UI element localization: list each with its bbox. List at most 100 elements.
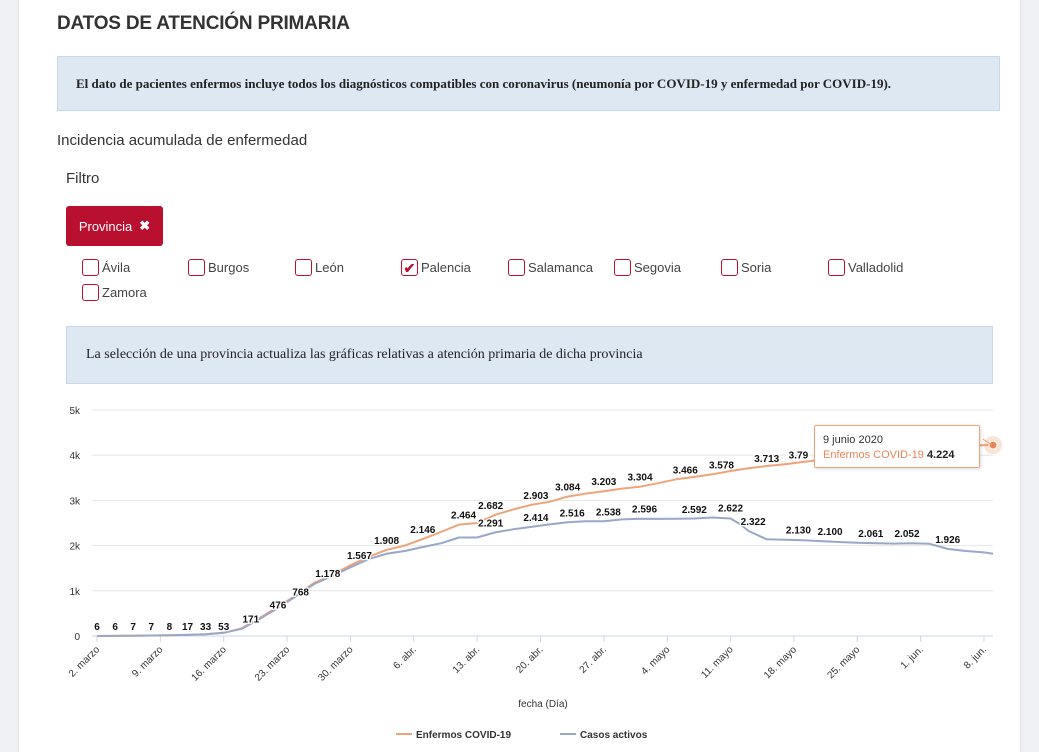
x-tick-label: 8. jun.: [962, 644, 989, 671]
data-label: 1.926: [935, 535, 960, 546]
x-tick-label: 6. abr.: [391, 644, 418, 671]
data-label: 2.414: [523, 513, 548, 524]
x-tick-label: 18. mayo: [762, 644, 799, 681]
close-icon[interactable]: ✖: [139, 218, 151, 233]
x-tick-label: 30. marzo: [316, 644, 356, 684]
x-axis-title: fecha (Día): [518, 699, 567, 710]
checkbox-segovia[interactable]: Segovia: [614, 259, 681, 276]
data-label: 2.052: [895, 529, 920, 540]
data-label: 3.578: [709, 460, 734, 471]
chart-tooltip: 9 junio 2020 Enfermos COVID-19 4.224: [814, 425, 980, 468]
tooltip-date: 9 junio 2020: [823, 434, 883, 446]
data-label: 2.464: [451, 511, 476, 522]
section-subtitle: Incidencia acumulada de enfermedad: [57, 132, 308, 149]
y-tick-label: 3k: [69, 496, 81, 507]
checkbox-valladolid[interactable]: Valladolid: [828, 259, 903, 276]
data-label: 2.100: [818, 527, 843, 538]
data-label: 3.084: [555, 483, 580, 494]
data-label: 2.516: [560, 508, 585, 519]
checkbox-palencia[interactable]: ✔ Palencia: [401, 259, 471, 276]
checkbox-box[interactable]: [82, 259, 99, 276]
checkmark-icon[interactable]: ✔: [401, 259, 418, 276]
legend-item[interactable]: Casos activos: [560, 730, 648, 741]
data-label: 2.592: [682, 505, 707, 516]
checkbox-box[interactable]: [721, 259, 738, 276]
info-note: El dato de pacientes enfermos incluye to…: [57, 56, 1000, 111]
checkbox-label: Valladolid: [848, 260, 904, 275]
data-label: 3.466: [673, 465, 698, 476]
x-tick-label: 23. marzo: [253, 644, 293, 684]
data-label: 3.304: [628, 473, 653, 484]
x-tick-label: 20. abr.: [514, 644, 545, 675]
data-label: 2.622: [718, 503, 743, 514]
checkbox-avila[interactable]: Ávila: [82, 259, 130, 276]
data-label: 2.291: [478, 518, 503, 529]
tooltip-value: 4.224: [926, 449, 955, 461]
data-label: 2.538: [596, 507, 621, 518]
province-filter-label: Provincia: [78, 218, 133, 234]
data-label: 53: [218, 622, 230, 633]
series-line-activos: [96, 516, 994, 637]
province-filter-button[interactable]: Provincia ✖: [66, 206, 163, 246]
data-label: 6: [112, 622, 118, 633]
checkbox-label: León: [315, 260, 344, 275]
data-label: 3.203: [591, 477, 616, 488]
x-tick-label: 4. mayo: [639, 644, 672, 677]
data-label: 1.908: [374, 536, 399, 547]
data-label: 768: [292, 587, 309, 598]
x-tick-label: 13. abr.: [451, 644, 482, 675]
data-label: 1.178: [315, 569, 340, 580]
x-tick-label: 16. marzo: [190, 644, 230, 684]
data-label: 7: [149, 622, 155, 633]
data-label: 3.713: [754, 454, 779, 465]
checkbox-box[interactable]: [295, 259, 312, 276]
checkbox-box[interactable]: [828, 259, 845, 276]
checkbox-burgos[interactable]: Burgos: [188, 259, 249, 276]
data-label: 1.567: [347, 551, 372, 562]
legend-label: Casos activos: [580, 730, 648, 741]
checkbox-soria[interactable]: Soria: [721, 259, 771, 276]
checkbox-leon[interactable]: León: [295, 259, 344, 276]
data-label: 7: [130, 622, 136, 633]
x-tick-label: 11. mayo: [699, 644, 736, 681]
x-tick-label: 9. marzo: [130, 644, 166, 680]
data-label: 8: [167, 622, 173, 633]
y-tick-label: 2k: [69, 542, 81, 553]
data-label: 476: [270, 600, 287, 611]
checkbox-box[interactable]: [82, 284, 99, 301]
checkbox-box[interactable]: [614, 259, 631, 276]
tooltip-pointer: [982, 438, 993, 446]
legend-item[interactable]: Enfermos COVID-19: [396, 730, 511, 741]
checkbox-box[interactable]: [188, 259, 205, 276]
tooltip-series: Enfermos COVID-19: [823, 449, 924, 461]
checkbox-label: Soria: [741, 260, 772, 275]
x-tick-label: 25. mayo: [825, 644, 862, 681]
checkbox-label: Palencia: [421, 260, 471, 275]
info-note-text: El dato de pacientes enfermos incluye to…: [76, 75, 892, 91]
y-tick-label: 4k: [69, 451, 81, 462]
filter-label: Filtro: [66, 170, 100, 187]
data-label: 2.903: [523, 491, 548, 502]
checkbox-label: Burgos: [208, 260, 250, 275]
data-label: 3.79: [789, 451, 809, 462]
data-label: 171: [243, 614, 260, 625]
y-tick-label: 5k: [69, 406, 81, 417]
checkbox-salamanca[interactable]: Salamanca: [508, 259, 593, 276]
checkbox-label: Salamanca: [528, 260, 594, 275]
hover-marker: [988, 440, 998, 450]
selection-note-text: La selección de una provincia actualiza …: [86, 347, 643, 362]
checkbox-label: Ávila: [102, 260, 131, 275]
data-label: 6: [94, 622, 100, 633]
data-label: 33: [200, 622, 212, 633]
y-tick-label: 0: [74, 632, 80, 643]
series-line-enfermos: [96, 444, 993, 637]
y-tick-label: 1k: [69, 587, 81, 598]
checkbox-box[interactable]: [508, 259, 525, 276]
data-label: 2.130: [786, 526, 811, 537]
legend-label: Enfermos COVID-19: [416, 730, 511, 741]
incidence-chart: 0 1k 2k 3k 4k 5k 2. marzo 9. marzo 16. marzo 23. …: [67, 406, 1002, 741]
data-label: 2.146: [410, 525, 435, 536]
data-label: 2.061: [858, 529, 883, 540]
checkbox-zamora[interactable]: Zamora: [82, 284, 147, 301]
x-tick-label: 1. jun.: [899, 644, 926, 671]
